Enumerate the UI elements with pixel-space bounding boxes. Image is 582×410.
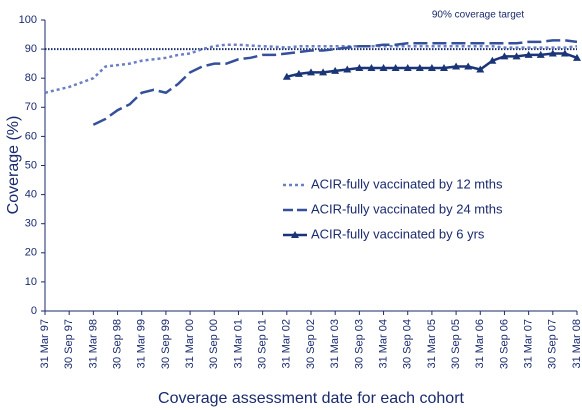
x-tick-label: 31 Mar 98: [87, 319, 99, 369]
point-marker: [391, 64, 400, 72]
y-tick-label: 10: [25, 276, 37, 288]
y-tick-label: 20: [25, 247, 37, 259]
point-marker: [403, 64, 412, 72]
x-tick-label: 30 Sep 00: [208, 319, 220, 369]
legend-marker: [291, 231, 299, 238]
y-axis-title: Coverage (%): [5, 116, 22, 215]
x-tick-label: 31 Mar 02: [281, 319, 293, 369]
point-marker: [488, 56, 497, 64]
x-axis-title: Coverage assessment date for each cohort: [158, 390, 465, 407]
legend-label: ACIR-fully vaccinated by 24 mths: [311, 201, 503, 216]
x-tick-label: 30 Sep 01: [257, 319, 269, 369]
legend-label: ACIR-fully vaccinated by 6 yrs: [311, 226, 485, 241]
x-tick-label: 31 Mar 05: [426, 319, 438, 369]
y-tick-label: 40: [25, 189, 37, 201]
point-marker: [464, 62, 473, 70]
y-tick-label: 60: [25, 130, 37, 142]
y-tick-label: 70: [25, 101, 37, 113]
point-marker: [343, 65, 352, 73]
point-marker: [379, 64, 388, 72]
point-marker: [476, 65, 485, 73]
y-tick-label: 30: [25, 218, 37, 230]
point-marker: [367, 64, 376, 72]
point-marker: [427, 64, 436, 72]
series-line: [44, 43, 578, 94]
legend-label: ACIR-fully vaccinated by 12 mths: [311, 176, 503, 191]
y-tick-label: 0: [31, 305, 37, 317]
point-marker: [355, 64, 364, 72]
x-tick-label: 30 Sep 04: [402, 319, 414, 369]
y-tick-label: 90: [25, 43, 37, 55]
x-tick-label: 30 Sep 98: [111, 319, 123, 369]
point-marker: [440, 64, 448, 72]
x-tick-label: 30 Sep 99: [160, 319, 172, 369]
point-marker: [282, 72, 291, 80]
x-tick-label: 30 Sep 03: [353, 319, 365, 369]
x-tick-label: 31 Mar 08: [571, 319, 582, 369]
point-marker: [331, 66, 340, 74]
x-tick-label: 31 Mar 04: [377, 319, 389, 369]
x-tick-label: 31 Mar 99: [136, 319, 148, 369]
x-tick-label: 31 Mar 97: [39, 319, 51, 369]
x-tick-label: 30 Sep 02: [305, 319, 317, 369]
point-marker: [319, 68, 328, 76]
point-marker: [573, 53, 581, 61]
y-tick-label: 80: [25, 72, 37, 84]
point-marker: [548, 49, 557, 57]
point-marker: [560, 49, 569, 57]
x-tick-label: 31 Mar 03: [329, 319, 341, 369]
point-marker: [512, 52, 521, 60]
x-tick-label: 31 Mar 06: [474, 319, 486, 369]
x-tick-label: 30 Sep 05: [450, 319, 462, 369]
point-marker: [524, 50, 533, 58]
point-marker: [452, 62, 461, 70]
x-tick-label: 31 Mar 07: [523, 319, 535, 369]
target-label: 90% coverage target: [432, 10, 525, 21]
x-tick-label: 30 Sep 97: [63, 319, 75, 369]
point-marker: [500, 52, 509, 60]
y-tick-label: 100: [19, 14, 37, 26]
series-line: [92, 39, 578, 126]
x-tick-label: 31 Mar 01: [232, 319, 244, 369]
point-marker: [294, 69, 303, 77]
x-tick-label: 30 Sep 07: [547, 319, 559, 369]
point-marker: [307, 68, 315, 76]
x-tick-label: 31 Mar 00: [184, 319, 196, 369]
y-tick-label: 50: [25, 159, 37, 171]
x-tick-label: 30 Sep 06: [498, 319, 510, 369]
point-marker: [536, 50, 545, 58]
point-marker: [415, 64, 424, 72]
